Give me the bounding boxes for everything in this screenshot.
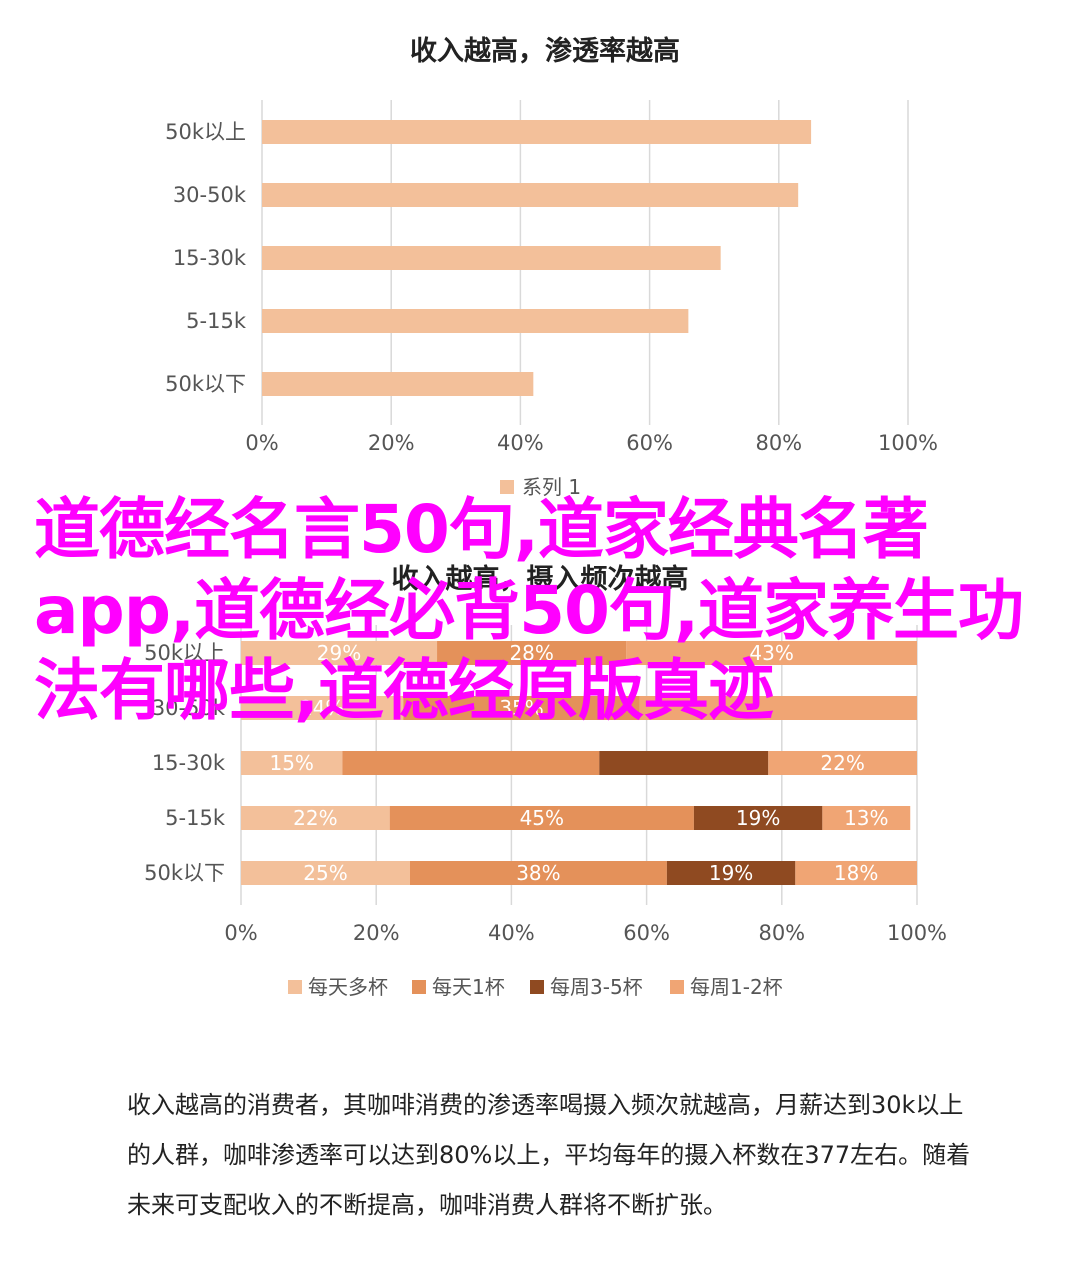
chart-2-bar-segment bbox=[666, 861, 796, 885]
chart-1-bar bbox=[262, 183, 799, 207]
chart-2-legend-label: 每天多杯 bbox=[308, 975, 388, 999]
chart-2-data-label: 18% bbox=[834, 861, 878, 885]
chart-2: 收入越高，摄入频次越高 29% 28% 43% 24% 35% 15% 22% 22% 45% 1… bbox=[144, 563, 947, 999]
chart-2-data-label: 15% bbox=[269, 751, 313, 775]
chart-2-bar-segment bbox=[342, 751, 600, 775]
chart-2-bar-segment bbox=[437, 641, 627, 665]
chart-1-x-tick: 20% bbox=[368, 431, 415, 455]
chart-2-data-label: 13% bbox=[844, 806, 888, 830]
overlay-headline: 道德经名言50句,道家经典名著app,道德经必背50句,道家养生功法有哪些,道德… bbox=[34, 491, 1024, 730]
chart-1-x-tick: 40% bbox=[497, 431, 544, 455]
chart-2-legend-swatch bbox=[670, 980, 684, 994]
chart-1-bar bbox=[262, 120, 812, 144]
chart-2-bar-segment bbox=[795, 861, 917, 885]
chart-2-bar-segment bbox=[599, 751, 769, 775]
chart-2-legend-label: 每周1-2杯 bbox=[690, 975, 783, 999]
chart-2-bar-segment bbox=[241, 751, 343, 775]
chart-2-legend-swatch bbox=[288, 980, 302, 994]
chart-2-legend-swatch bbox=[530, 980, 544, 994]
chart-1-bar bbox=[262, 309, 689, 333]
chart-2-category-label: 30-50k bbox=[152, 696, 226, 720]
chart-2-bar-segment bbox=[241, 806, 390, 830]
chart-2-data-label: 22% bbox=[293, 806, 337, 830]
chart-2-data-label: 22% bbox=[820, 751, 864, 775]
chart-2-bar-segment bbox=[241, 641, 438, 665]
chart-2-data-label: 19% bbox=[736, 806, 780, 830]
chart-2-title: 收入越高，摄入频次越高 bbox=[392, 563, 689, 595]
chart-2-data-label: 28% bbox=[509, 641, 553, 665]
chart-1-bar bbox=[262, 372, 534, 396]
chart-2-data-label: 35% bbox=[499, 696, 543, 720]
chart-1-category-label: 50k以下 bbox=[165, 372, 246, 396]
chart-2-x-tick: 20% bbox=[353, 921, 400, 945]
chart-1-x-tick: 100% bbox=[878, 431, 938, 455]
chart-2-data-label: 24% bbox=[300, 696, 344, 720]
caption-paragraph: 收入越高的消费者，其咖啡消费的渗透率喝摄入频次就越高，月薪达到30k以上的人群，… bbox=[127, 1091, 971, 1219]
chart-1-x-tick: 0% bbox=[245, 431, 278, 455]
chart-2-data-label: 25% bbox=[303, 861, 347, 885]
chart-2-legend-swatch bbox=[412, 980, 426, 994]
chart-1-category-label: 5-15k bbox=[186, 309, 247, 333]
chart-1-x-tick: 80% bbox=[755, 431, 802, 455]
chart-1-category-label: 50k以上 bbox=[165, 120, 246, 144]
chart-2-data-label: 38% bbox=[516, 861, 560, 885]
chart-2-data-label: 43% bbox=[749, 641, 793, 665]
chart-1-title: 收入越高，渗透率越高 bbox=[410, 35, 680, 67]
chart-1-legend-label: 系列 1 bbox=[522, 475, 581, 499]
chart-1-legend-swatch bbox=[500, 480, 514, 494]
chart-2-category-label: 50k以下 bbox=[144, 861, 225, 885]
chart-2-data-label: 19% bbox=[709, 861, 753, 885]
chart-2-category-label: 50k以上 bbox=[144, 641, 225, 665]
chart-2-data-label: 29% bbox=[317, 641, 361, 665]
chart-2-bar-segment bbox=[639, 696, 917, 720]
chart-2-bar-segment bbox=[768, 751, 917, 775]
chart-2-category-label: 5-15k bbox=[165, 806, 226, 830]
chart-2-data-label: 45% bbox=[520, 806, 564, 830]
chart-1: 收入越高，渗透率越高 50k以上 30-50k 15-30k 5-15k 50k以下 0… bbox=[165, 35, 938, 499]
chart-1-x-tick: 60% bbox=[626, 431, 673, 455]
chart-1-category-label: 15-30k bbox=[173, 246, 247, 270]
chart-2-bar-segment bbox=[626, 641, 917, 665]
chart-2-x-tick: 40% bbox=[488, 921, 535, 945]
chart-2-bar-segment bbox=[403, 696, 640, 720]
chart-2-legend-label: 每天1杯 bbox=[432, 975, 505, 999]
chart-2-bar-segment bbox=[410, 861, 667, 885]
chart-2-bar-segment bbox=[389, 806, 694, 830]
chart-2-x-tick: 100% bbox=[887, 921, 947, 945]
chart-2-category-label: 15-30k bbox=[152, 751, 226, 775]
chart-2-bar-segment bbox=[693, 806, 823, 830]
chart-2-x-tick: 80% bbox=[758, 921, 805, 945]
chart-2-bar-segment bbox=[241, 696, 404, 720]
chart-2-x-tick: 0% bbox=[224, 921, 257, 945]
chart-1-bar bbox=[262, 246, 721, 270]
chart-2-bar-segment bbox=[822, 806, 911, 830]
chart-2-bar-segment bbox=[241, 861, 410, 885]
chart-2-legend-label: 每周3-5杯 bbox=[550, 975, 643, 999]
chart-2-x-tick: 60% bbox=[623, 921, 670, 945]
chart-1-category-label: 30-50k bbox=[173, 183, 247, 207]
